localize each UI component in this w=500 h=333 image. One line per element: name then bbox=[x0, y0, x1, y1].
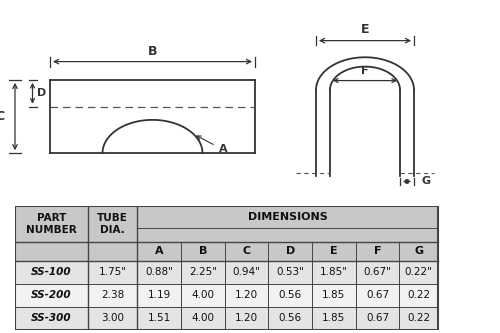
Text: TUBE
DIA.: TUBE DIA. bbox=[97, 213, 128, 235]
Bar bbox=[400, 284, 438, 307]
Text: 1.75": 1.75" bbox=[98, 267, 126, 277]
Bar bbox=[312, 241, 356, 261]
Bar bbox=[356, 241, 400, 261]
Bar bbox=[312, 307, 356, 330]
Bar bbox=[268, 241, 312, 261]
Bar bbox=[312, 284, 356, 307]
Text: 2.38: 2.38 bbox=[101, 290, 124, 300]
Bar bbox=[356, 284, 400, 307]
Bar bbox=[15, 206, 88, 241]
Text: 0.53": 0.53" bbox=[276, 267, 304, 277]
Text: 1.20: 1.20 bbox=[235, 290, 258, 300]
Bar bbox=[137, 241, 181, 261]
Bar bbox=[224, 261, 268, 284]
Text: A: A bbox=[154, 246, 164, 256]
Text: C: C bbox=[0, 110, 4, 123]
Text: G: G bbox=[414, 246, 424, 256]
Text: D: D bbox=[286, 246, 295, 256]
Bar bbox=[88, 261, 137, 284]
Bar bbox=[181, 307, 224, 330]
Bar bbox=[181, 261, 224, 284]
Text: 0.56: 0.56 bbox=[278, 290, 301, 300]
Text: 0.22": 0.22" bbox=[405, 267, 432, 277]
Text: SS-200: SS-200 bbox=[31, 290, 72, 300]
Text: 0.67: 0.67 bbox=[366, 313, 389, 323]
Text: 0.22: 0.22 bbox=[407, 313, 430, 323]
Bar bbox=[15, 307, 88, 330]
Text: 2.25": 2.25" bbox=[189, 267, 217, 277]
Text: 0.67: 0.67 bbox=[366, 290, 389, 300]
Bar bbox=[137, 227, 438, 241]
Bar bbox=[400, 307, 438, 330]
Text: F: F bbox=[361, 66, 369, 76]
Bar bbox=[224, 307, 268, 330]
Text: D: D bbox=[36, 88, 46, 98]
Text: G: G bbox=[422, 176, 430, 186]
Bar bbox=[15, 261, 88, 284]
Bar bbox=[224, 284, 268, 307]
Bar bbox=[268, 284, 312, 307]
Bar bbox=[137, 261, 181, 284]
Bar bbox=[356, 307, 400, 330]
Text: A: A bbox=[197, 136, 227, 155]
Text: SS-100: SS-100 bbox=[31, 267, 72, 277]
Bar bbox=[400, 241, 438, 261]
Text: 1.19: 1.19 bbox=[148, 290, 171, 300]
Bar bbox=[224, 241, 268, 261]
Bar bbox=[312, 261, 356, 284]
Bar bbox=[268, 261, 312, 284]
Text: 1.20: 1.20 bbox=[235, 313, 258, 323]
Bar bbox=[88, 284, 137, 307]
Text: SS-300: SS-300 bbox=[31, 313, 72, 323]
Text: DIMENSIONS: DIMENSIONS bbox=[248, 212, 328, 222]
Text: PART
NUMBER: PART NUMBER bbox=[26, 213, 77, 235]
Text: 1.85": 1.85" bbox=[320, 267, 348, 277]
Text: 4.00: 4.00 bbox=[192, 313, 214, 323]
Bar bbox=[181, 284, 224, 307]
Text: 3.00: 3.00 bbox=[101, 313, 124, 323]
Text: 1.85: 1.85 bbox=[322, 290, 345, 300]
Bar bbox=[137, 284, 181, 307]
Text: 0.88": 0.88" bbox=[145, 267, 173, 277]
Text: 4.00: 4.00 bbox=[192, 290, 214, 300]
Text: B: B bbox=[148, 45, 157, 58]
Text: C: C bbox=[242, 246, 250, 256]
Text: 0.56: 0.56 bbox=[278, 313, 301, 323]
Bar bbox=[400, 261, 438, 284]
Bar bbox=[88, 241, 137, 261]
Bar bbox=[88, 307, 137, 330]
Text: F: F bbox=[374, 246, 382, 256]
Text: 0.67": 0.67" bbox=[364, 267, 392, 277]
Bar bbox=[181, 241, 224, 261]
Bar bbox=[268, 307, 312, 330]
Bar bbox=[356, 261, 400, 284]
Text: 0.94": 0.94" bbox=[232, 267, 260, 277]
Bar bbox=[88, 206, 137, 241]
Bar bbox=[15, 284, 88, 307]
Bar bbox=[15, 241, 88, 261]
Text: 0.22: 0.22 bbox=[407, 290, 430, 300]
Bar bbox=[137, 307, 181, 330]
Text: E: E bbox=[361, 23, 369, 36]
Text: B: B bbox=[198, 246, 207, 256]
Text: E: E bbox=[330, 246, 338, 256]
Bar bbox=[15, 206, 438, 330]
Text: 1.85: 1.85 bbox=[322, 313, 345, 323]
Text: 1.51: 1.51 bbox=[148, 313, 171, 323]
Bar bbox=[137, 206, 438, 227]
